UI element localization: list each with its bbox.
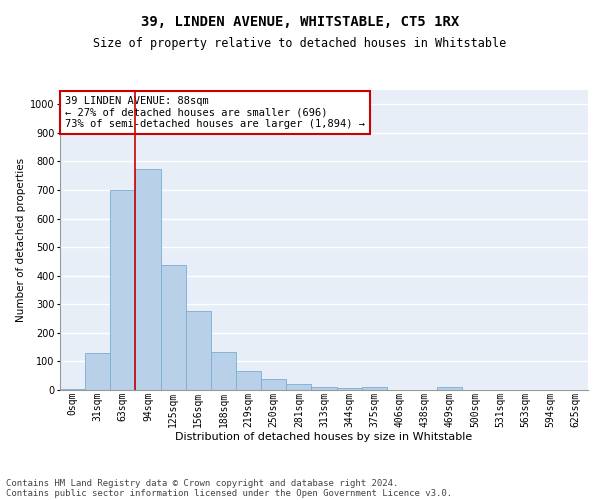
X-axis label: Distribution of detached houses by size in Whitstable: Distribution of detached houses by size … <box>175 432 473 442</box>
Bar <box>337 388 362 390</box>
Bar <box>161 265 186 390</box>
Bar <box>362 387 387 390</box>
Text: Size of property relative to detached houses in Whitstable: Size of property relative to detached ho… <box>94 38 506 51</box>
Bar <box>211 352 236 390</box>
Bar <box>136 168 161 390</box>
Text: 39, LINDEN AVENUE, WHITSTABLE, CT5 1RX: 39, LINDEN AVENUE, WHITSTABLE, CT5 1RX <box>141 15 459 29</box>
Bar <box>261 379 286 390</box>
Bar <box>437 387 462 390</box>
Text: 39 LINDEN AVENUE: 88sqm
← 27% of detached houses are smaller (696)
73% of semi-d: 39 LINDEN AVENUE: 88sqm ← 27% of detache… <box>65 96 365 129</box>
Bar <box>110 190 136 390</box>
Bar <box>236 370 261 390</box>
Bar <box>311 387 337 390</box>
Bar <box>186 312 211 390</box>
Bar <box>85 354 110 390</box>
Y-axis label: Number of detached properties: Number of detached properties <box>16 158 26 322</box>
Bar <box>286 384 311 390</box>
Text: Contains HM Land Registry data © Crown copyright and database right 2024.: Contains HM Land Registry data © Crown c… <box>6 478 398 488</box>
Text: Contains public sector information licensed under the Open Government Licence v3: Contains public sector information licen… <box>6 488 452 498</box>
Bar <box>60 388 85 390</box>
